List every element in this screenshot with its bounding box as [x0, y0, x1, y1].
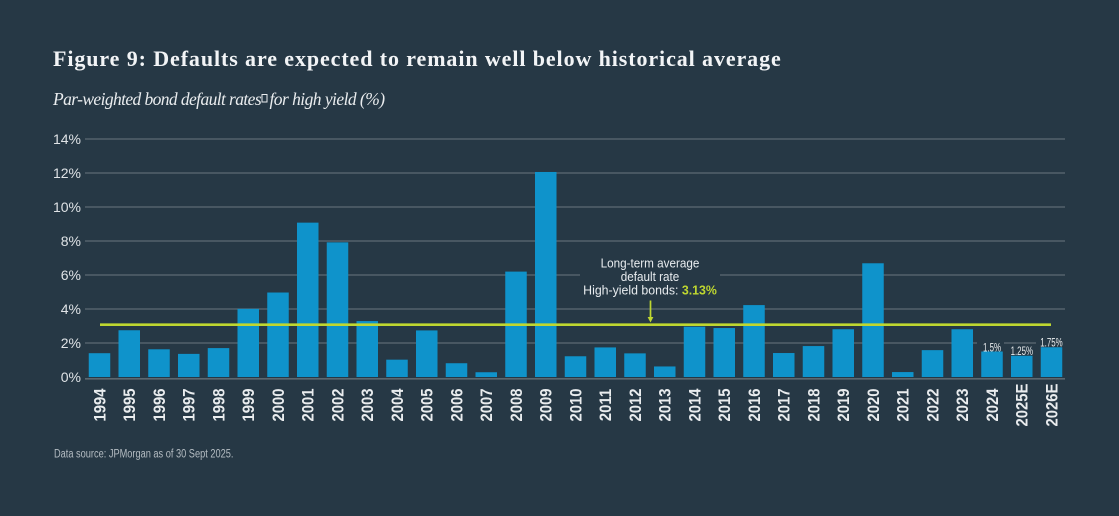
svg-text:1.5%: 1.5%: [983, 342, 1001, 355]
svg-text:1998: 1998: [211, 388, 229, 421]
svg-text:1994: 1994: [92, 388, 110, 421]
svg-text:2016: 2016: [746, 388, 764, 421]
svg-text:4%: 4%: [61, 301, 81, 317]
svg-text:1.75%: 1.75%: [1040, 337, 1062, 350]
svg-text:2009: 2009: [538, 388, 556, 421]
svg-text:1.25%: 1.25%: [1011, 346, 1033, 359]
svg-text:2011: 2011: [597, 389, 615, 421]
svg-text:2010: 2010: [568, 388, 586, 421]
svg-text:2024: 2024: [984, 388, 1002, 421]
svg-text:2002: 2002: [330, 388, 348, 421]
svg-text:12%: 12%: [53, 165, 81, 181]
svg-text:1995: 1995: [121, 388, 139, 421]
svg-text:10%: 10%: [53, 199, 81, 215]
svg-text:default rate: default rate: [621, 269, 680, 284]
svg-text:2008: 2008: [508, 388, 526, 421]
svg-text:2020: 2020: [865, 388, 883, 421]
svg-text:8%: 8%: [61, 233, 81, 249]
svg-text:Par-weighted bond default rate: Par-weighted bond default rates: [52, 89, 262, 109]
svg-text:2012: 2012: [627, 388, 645, 421]
svg-text:2026E: 2026E: [1044, 384, 1062, 427]
svg-text:2004: 2004: [389, 388, 407, 421]
svg-text:2021: 2021: [895, 388, 913, 421]
svg-text:for high yield (%): for high yield (%): [270, 89, 386, 109]
svg-text:2001: 2001: [300, 388, 318, 421]
svg-text:2017: 2017: [776, 388, 794, 421]
svg-text:2006: 2006: [449, 388, 467, 421]
svg-text:Long-term average: Long-term average: [601, 256, 700, 271]
svg-text:2003: 2003: [359, 388, 377, 421]
svg-text:6%: 6%: [61, 267, 81, 283]
svg-text:1997: 1997: [181, 388, 199, 421]
svg-text:2%: 2%: [61, 335, 81, 351]
svg-text:2014: 2014: [687, 388, 705, 421]
svg-text:14%: 14%: [53, 131, 81, 147]
svg-text:2023: 2023: [954, 388, 972, 421]
svg-text:2005: 2005: [419, 388, 437, 421]
svg-text:2013: 2013: [657, 388, 675, 421]
svg-text:2022: 2022: [925, 388, 943, 421]
svg-text:Figure 9: Defaults are expecte: Figure 9: Defaults are expected to remai…: [53, 46, 782, 71]
svg-text:High-yield bonds: 3.13%: High-yield bonds: 3.13%: [583, 283, 717, 297]
svg-text:1999: 1999: [240, 388, 258, 421]
svg-text:1996: 1996: [151, 388, 169, 421]
svg-text:2019: 2019: [835, 388, 853, 421]
svg-text:2000: 2000: [270, 388, 288, 421]
svg-text:2007: 2007: [478, 388, 496, 421]
svg-text:Data source: JPMorgan as of 30: Data source: JPMorgan as of 30 Sept 2025…: [54, 447, 233, 460]
svg-text:0%: 0%: [61, 369, 81, 385]
svg-text:2018: 2018: [806, 388, 824, 421]
svg-text:2025E: 2025E: [1014, 384, 1032, 427]
svg-text:2015: 2015: [716, 388, 734, 421]
